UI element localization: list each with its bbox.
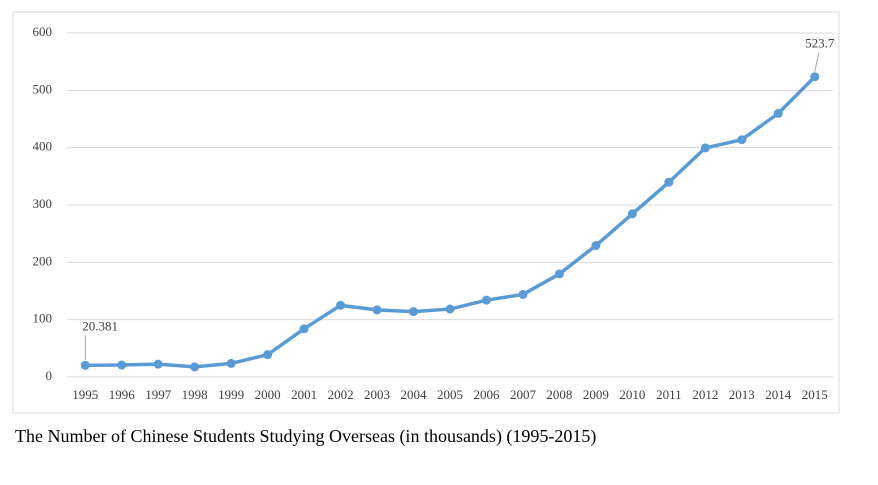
data-point [226,358,236,368]
data-point [481,295,491,305]
y-tick-label: 100 [33,311,53,326]
y-tick-label: 0 [46,368,53,383]
x-tick-label: 2009 [583,387,609,402]
x-tick-label: 2007 [510,387,537,402]
data-point [80,360,90,370]
chart-caption: The Number of Chinese Students Studying … [15,426,596,447]
leader-line [814,52,820,72]
x-tick-label: 2002 [328,387,354,402]
x-tick-label: 2000 [255,387,281,402]
x-tick-label: 2013 [729,387,755,402]
y-tick-label: 300 [33,196,53,211]
data-point [409,307,419,317]
x-tick-label: 2001 [291,387,317,402]
data-point [372,305,382,315]
series-line [85,75,817,369]
x-tick-label: 2008 [546,387,572,402]
x-tick-label: 1998 [182,387,208,402]
data-point [190,362,200,372]
data-point [518,289,528,299]
data-point [117,360,127,370]
x-tick-label: 1999 [218,387,244,402]
x-tick-label: 2014 [765,387,792,402]
data-point [445,304,455,314]
data-point [627,209,637,219]
data-point [554,269,564,279]
data-point [664,177,674,187]
x-tick-label: 2015 [802,387,828,402]
data-point [263,350,273,360]
y-tick-label: 400 [33,139,53,154]
x-tick-label: 2010 [619,387,645,402]
y-tick-label: 600 [33,24,53,39]
x-tick-label: 2005 [437,387,463,402]
data-point [336,300,346,310]
data-point [153,359,163,369]
x-tick-label: 1995 [72,387,98,402]
x-tick-label: 2003 [364,387,390,402]
data-point [591,241,601,251]
x-tick-label: 2011 [656,387,682,402]
chart-frame [12,11,840,414]
y-tick-label: 200 [33,253,53,268]
data-point [737,135,747,145]
x-tick-label: 1996 [109,387,136,402]
data-point [810,72,820,82]
x-tick-label: 2004 [401,387,428,402]
y-tick-label: 500 [33,81,53,96]
data-point [773,108,783,118]
data-point [299,324,309,334]
x-tick-label: 2012 [692,387,718,402]
data-point [700,143,710,153]
data-label: 523.7 [805,36,835,51]
data-label: 20.381 [82,318,118,333]
x-tick-label: 1997 [145,387,172,402]
x-tick-label: 2006 [473,387,500,402]
